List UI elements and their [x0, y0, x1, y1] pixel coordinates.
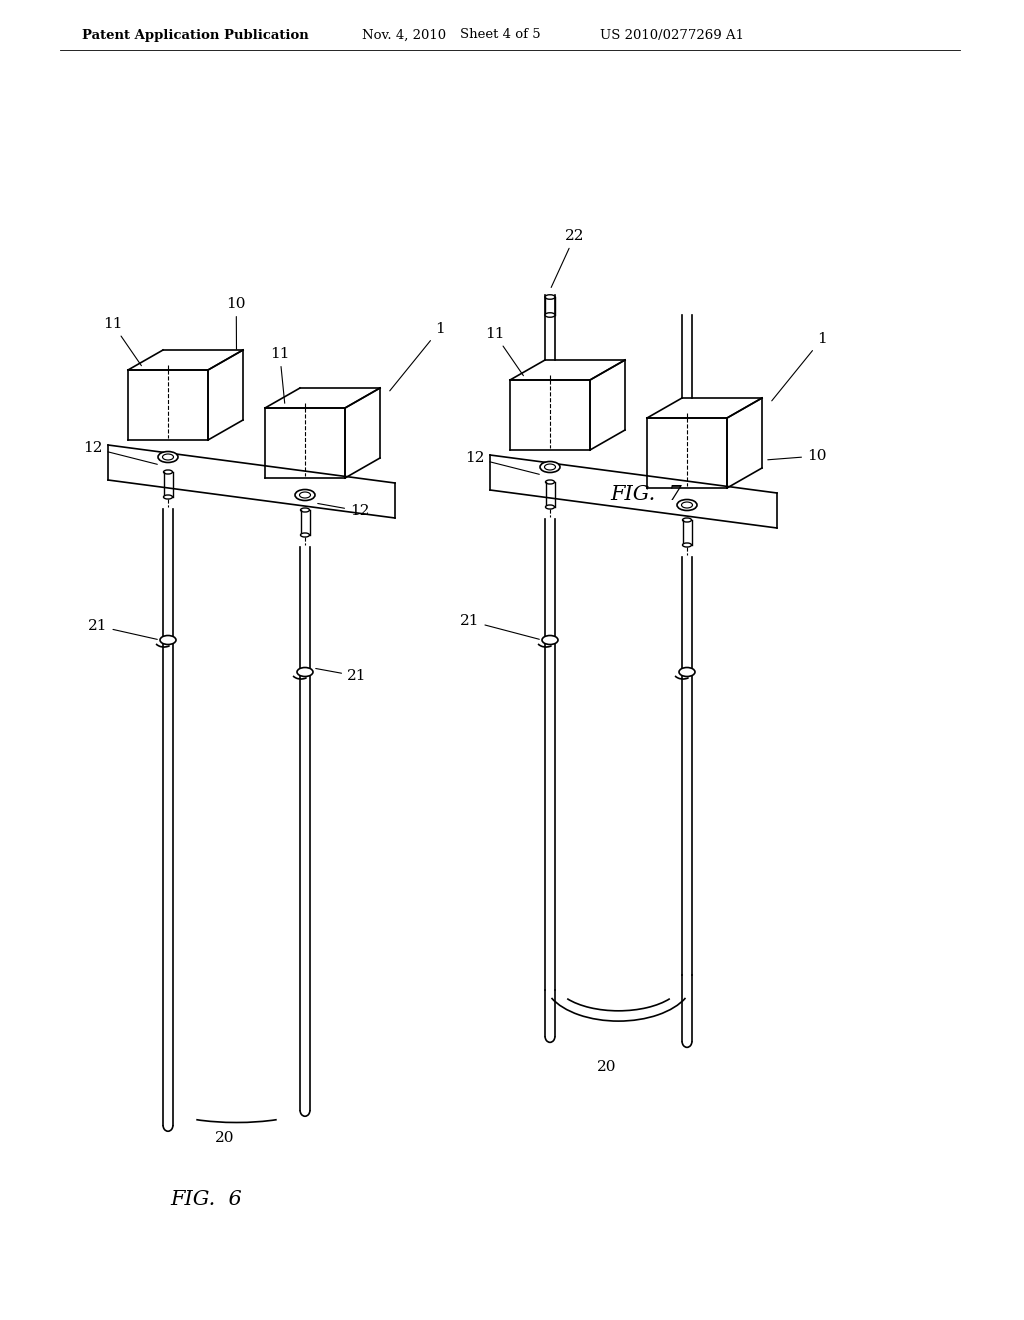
Ellipse shape — [297, 668, 313, 676]
Text: Sheet 4 of 5: Sheet 4 of 5 — [460, 29, 541, 41]
Ellipse shape — [546, 480, 555, 484]
Text: 1: 1 — [772, 333, 826, 401]
Ellipse shape — [545, 294, 555, 300]
Text: FIG.  6: FIG. 6 — [170, 1191, 242, 1209]
Text: 10: 10 — [768, 449, 826, 463]
Text: 12: 12 — [317, 503, 370, 517]
Text: Nov. 4, 2010: Nov. 4, 2010 — [362, 29, 446, 41]
Text: 20: 20 — [597, 1060, 616, 1074]
Text: 11: 11 — [103, 317, 141, 366]
Ellipse shape — [679, 668, 695, 676]
Ellipse shape — [683, 543, 691, 546]
Text: 21: 21 — [88, 619, 158, 639]
Ellipse shape — [542, 635, 558, 644]
Text: 12: 12 — [465, 451, 540, 474]
Text: US 2010/0277269 A1: US 2010/0277269 A1 — [600, 29, 744, 41]
Text: 11: 11 — [485, 327, 523, 376]
Ellipse shape — [295, 490, 315, 500]
Text: 21: 21 — [315, 668, 367, 682]
Ellipse shape — [158, 451, 178, 462]
Ellipse shape — [163, 454, 173, 459]
Ellipse shape — [160, 635, 176, 644]
Ellipse shape — [540, 462, 560, 473]
Ellipse shape — [299, 492, 310, 498]
Ellipse shape — [683, 517, 691, 521]
Text: 11: 11 — [270, 347, 290, 403]
Ellipse shape — [164, 495, 172, 499]
Text: 21: 21 — [460, 614, 540, 639]
Text: 22: 22 — [551, 228, 585, 288]
Ellipse shape — [545, 465, 555, 470]
Text: Patent Application Publication: Patent Application Publication — [82, 29, 309, 41]
Ellipse shape — [300, 508, 309, 512]
Ellipse shape — [682, 502, 692, 508]
Ellipse shape — [164, 470, 172, 474]
Text: 1: 1 — [390, 322, 444, 391]
Text: 12: 12 — [83, 441, 158, 465]
Text: 10: 10 — [226, 297, 246, 350]
Ellipse shape — [546, 506, 555, 510]
Text: FIG.  7: FIG. 7 — [610, 484, 682, 504]
Ellipse shape — [677, 499, 697, 511]
Text: 20: 20 — [215, 1131, 234, 1144]
Ellipse shape — [545, 313, 555, 317]
Ellipse shape — [300, 533, 309, 537]
